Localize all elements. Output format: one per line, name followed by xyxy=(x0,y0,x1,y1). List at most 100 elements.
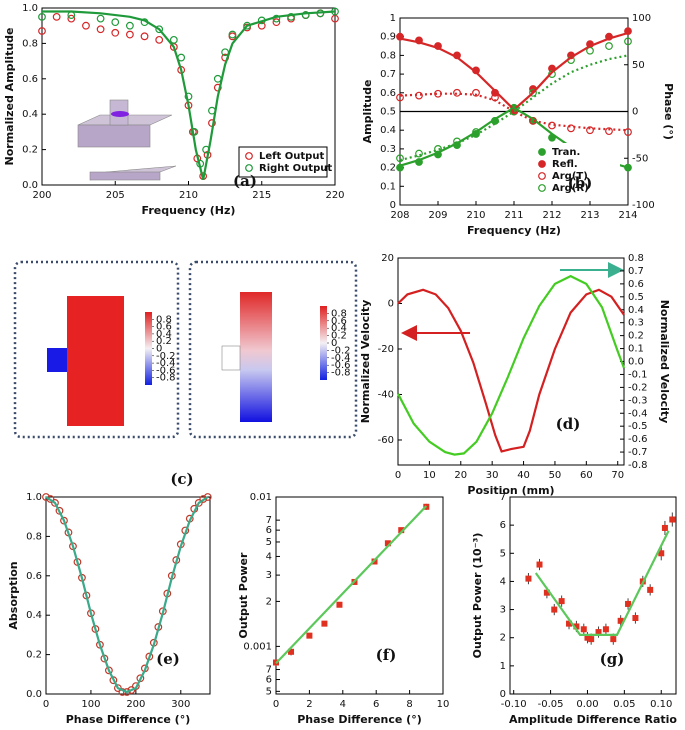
y2-tick-label: -0.5 xyxy=(628,421,648,432)
point xyxy=(398,527,405,534)
y-tick-label: 5 xyxy=(266,537,272,548)
x-tick-label: 100 xyxy=(81,699,100,710)
point xyxy=(96,14,105,23)
colorbar-tick-label: 0.4 xyxy=(156,329,172,340)
x-tick-label: 200 xyxy=(32,190,51,201)
point xyxy=(113,684,122,692)
y2-tick-label: -0.4 xyxy=(628,408,648,419)
point xyxy=(610,636,617,643)
y-tick-label: 1 xyxy=(390,13,396,24)
y2-tick-label: -100 xyxy=(632,200,655,211)
x-axis-label: Phase Difference (°) xyxy=(297,713,422,726)
y2-tick-label: -0.2 xyxy=(628,382,648,393)
y2-tick-label: 50 xyxy=(632,60,645,71)
x-axis-label: Frequency (Hz) xyxy=(467,224,561,237)
point xyxy=(525,575,532,582)
point xyxy=(213,74,222,83)
panel-label: (a) xyxy=(233,172,257,190)
point xyxy=(605,127,613,136)
y-tick-label: 0 xyxy=(390,200,396,211)
point xyxy=(624,128,632,136)
point xyxy=(586,46,594,55)
y-tick-label: 7 xyxy=(500,492,506,503)
y-axis-label: Output Power xyxy=(237,552,250,638)
colorbar-tick-label: -0.8 xyxy=(156,373,176,384)
x-tick-label: 0 xyxy=(395,470,401,481)
y-tick-label: 0.8 xyxy=(380,50,396,61)
colorbar-tick-label: 0.2 xyxy=(331,331,347,342)
legend-marker xyxy=(538,160,546,168)
y-tick-label: 7 xyxy=(266,515,272,526)
colorbar xyxy=(145,312,152,385)
point xyxy=(558,598,565,605)
point xyxy=(661,524,668,531)
y-tick-label: 5 xyxy=(266,686,272,697)
colorbar-tick-label: -0.4 xyxy=(331,353,351,364)
y-tick-label: 0.2 xyxy=(22,145,38,156)
y2-tick-label: 0.2 xyxy=(628,331,644,342)
x-tick-label: 215 xyxy=(252,190,271,201)
y2-tick-label: 0 xyxy=(632,107,638,118)
colorbar-tick-label: -0.2 xyxy=(156,351,176,362)
x-tick-label: 212 xyxy=(542,210,561,221)
point xyxy=(602,626,609,633)
point xyxy=(38,27,46,35)
point xyxy=(155,25,164,34)
x-axis-label: Phase Difference (°) xyxy=(66,713,191,726)
field-maps xyxy=(13,260,358,439)
point xyxy=(67,14,76,23)
point xyxy=(529,88,537,97)
y2-tick-label: 0.7 xyxy=(628,266,644,277)
legend-marker xyxy=(538,184,546,192)
x-tick-label: 0 xyxy=(43,699,49,710)
y-tick-label: 2 xyxy=(500,633,506,644)
y-tick-label: 0.9 xyxy=(380,32,396,43)
panel-label: (c) xyxy=(170,470,193,488)
y-tick-label: 2 xyxy=(266,596,272,607)
panel-label: (g) xyxy=(600,650,625,668)
point xyxy=(213,83,222,92)
x-tick-label: 0.10 xyxy=(650,699,672,710)
x-tick-label: 40 xyxy=(517,470,530,481)
colorbar-tick-label: 0.4 xyxy=(331,323,347,334)
colorbar-tick-label: 0 xyxy=(156,344,162,355)
y2-axis-label: Normalized Velocity xyxy=(658,300,671,424)
x-tick-label: 300 xyxy=(171,699,190,710)
y-tick-label: 0.001 xyxy=(243,641,272,652)
colorbar-tick-label: -0.4 xyxy=(156,358,176,369)
y-axis-label: Absorption xyxy=(7,561,20,629)
y-tick-label: -60 xyxy=(378,435,394,446)
point xyxy=(82,21,90,30)
point xyxy=(194,499,203,507)
legend-label: Arg(T) xyxy=(552,171,588,182)
x-tick-label: 0 xyxy=(273,699,279,710)
series-line xyxy=(275,505,428,665)
point xyxy=(632,615,639,622)
y-axis-label: Amplitude xyxy=(361,80,374,144)
y-tick-label: 3 xyxy=(500,605,506,616)
point xyxy=(38,12,46,21)
y-tick-label: 0 xyxy=(388,298,394,309)
y-tick-label: 4 xyxy=(500,576,506,587)
x-tick-label: 4 xyxy=(340,699,346,710)
point xyxy=(580,626,587,633)
x-tick-label: 205 xyxy=(106,190,125,201)
x-tick-label: 209 xyxy=(428,210,447,221)
y-tick-label: 0.4 xyxy=(26,610,42,621)
legend-marker xyxy=(245,164,253,172)
y-axis-label: Output Power (10⁻³) xyxy=(471,533,484,659)
plot-frame xyxy=(45,496,211,695)
colorbar-tick-label: -0.2 xyxy=(331,345,351,356)
series-line xyxy=(397,288,625,453)
y-tick-label: 0.0 xyxy=(22,180,38,191)
y-tick-label: 1.0 xyxy=(22,3,38,14)
point xyxy=(184,92,193,101)
y-tick-label: 0.6 xyxy=(380,88,396,99)
y2-tick-label: -0.1 xyxy=(628,369,648,380)
y-axis-label: Normalized Velocity xyxy=(359,300,372,424)
y2-tick-label: 0.6 xyxy=(628,279,644,290)
y2-tick-label: -0.3 xyxy=(628,395,648,406)
point xyxy=(396,93,404,102)
point xyxy=(384,540,391,547)
x-tick-label: -0.10 xyxy=(501,699,527,710)
